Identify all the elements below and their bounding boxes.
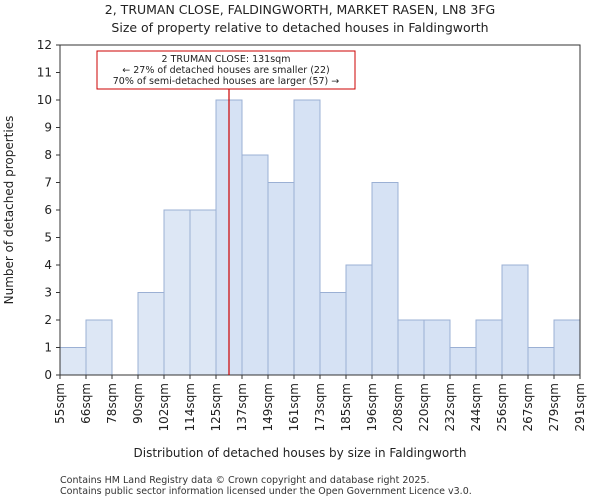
chart-title: 2, TRUMAN CLOSE, FALDINGWORTH, MARKET RA…: [105, 2, 495, 17]
bar-66sqm: [85, 319, 113, 376]
bar-55sqm: [59, 347, 87, 376]
y-tick-label: 9: [44, 121, 52, 135]
x-tick-label: 114sqm: [183, 383, 197, 431]
bar-256sqm: [501, 264, 529, 376]
y-tick-label: 6: [44, 203, 52, 217]
bar-185sqm: [345, 264, 373, 376]
x-tick-label: 256sqm: [495, 383, 509, 431]
y-tick-label: 4: [44, 258, 52, 272]
y-tick-label: 12: [37, 38, 52, 52]
annotation-box: 2 TRUMAN CLOSE: 131sqm ← 27% of detached…: [96, 50, 356, 90]
x-tick-label: 78sqm: [105, 383, 119, 424]
bar-161sqm: [293, 99, 321, 376]
y-tick-label: 5: [44, 231, 52, 245]
y-tick-label: 0: [44, 368, 52, 382]
x-tick-label: 232sqm: [443, 383, 457, 431]
x-tick-label: 244sqm: [469, 383, 483, 431]
bars-group: [59, 99, 581, 376]
y-tick-label: 1: [44, 341, 52, 355]
bar-137sqm: [241, 154, 269, 376]
x-tick-label: 173sqm: [313, 383, 327, 431]
bar-114sqm: [189, 209, 217, 376]
annotation-line-2: ← 27% of detached houses are smaller (22…: [122, 65, 329, 76]
bar-90sqm: [137, 292, 165, 376]
plot-area-frame: [59, 44, 581, 376]
x-tick-label: 267sqm: [521, 383, 535, 431]
y-tick-label: 8: [44, 148, 52, 162]
x-tick-label: 102sqm: [157, 383, 171, 431]
annotation-line-3: 70% of semi-detached houses are larger (…: [113, 76, 340, 87]
x-tick-label: 161sqm: [287, 383, 301, 431]
x-tick-label: 220sqm: [417, 383, 431, 431]
y-tick-label: 11: [37, 66, 52, 80]
x-tick-label: 137sqm: [235, 383, 249, 431]
y-tick-label: 2: [44, 313, 52, 327]
bar-102sqm: [163, 209, 191, 376]
bar-196sqm: [371, 182, 399, 376]
bar-232sqm: [449, 347, 477, 376]
x-tick-label: 66sqm: [79, 383, 93, 424]
footer-line-1: Contains HM Land Registry data © Crown c…: [60, 475, 430, 486]
x-axis-ticks: 55sqm 66sqm 78sqm 90sqm 102sqm 114sqm 125sqm 13…: [53, 375, 587, 431]
x-tick-label: 55sqm: [53, 383, 67, 424]
bar-244sqm: [475, 319, 503, 376]
y-tick-label: 7: [44, 176, 52, 190]
x-axis-label: Distribution of detached houses by size …: [134, 446, 467, 460]
footer-line-2: Contains public sector information licen…: [60, 486, 472, 497]
bar-220sqm: [423, 319, 451, 376]
x-tick-label: 279sqm: [547, 383, 561, 431]
bar-279sqm: [553, 319, 581, 376]
x-tick-label: 196sqm: [365, 383, 379, 431]
x-tick-label: 185sqm: [339, 383, 353, 431]
x-tick-label: 125sqm: [209, 383, 223, 431]
x-tick-label: 291sqm: [573, 383, 587, 431]
chart-subtitle: Size of property relative to detached ho…: [111, 20, 488, 35]
y-tick-label: 3: [44, 286, 52, 300]
bar-149sqm: [267, 182, 295, 376]
y-axis-label: Number of detached properties: [2, 116, 16, 305]
annotation-border: [96, 50, 356, 90]
bar-267sqm: [527, 347, 555, 376]
x-tick-label: 149sqm: [261, 383, 275, 431]
x-tick-label: 208sqm: [391, 383, 405, 431]
annotation-line-1: 2 TRUMAN CLOSE: 131sqm: [162, 54, 291, 65]
y-tick-label: 10: [37, 93, 52, 107]
bar-208sqm: [397, 319, 425, 376]
x-tick-label: 90sqm: [131, 383, 145, 424]
bar-173sqm: [319, 292, 347, 376]
